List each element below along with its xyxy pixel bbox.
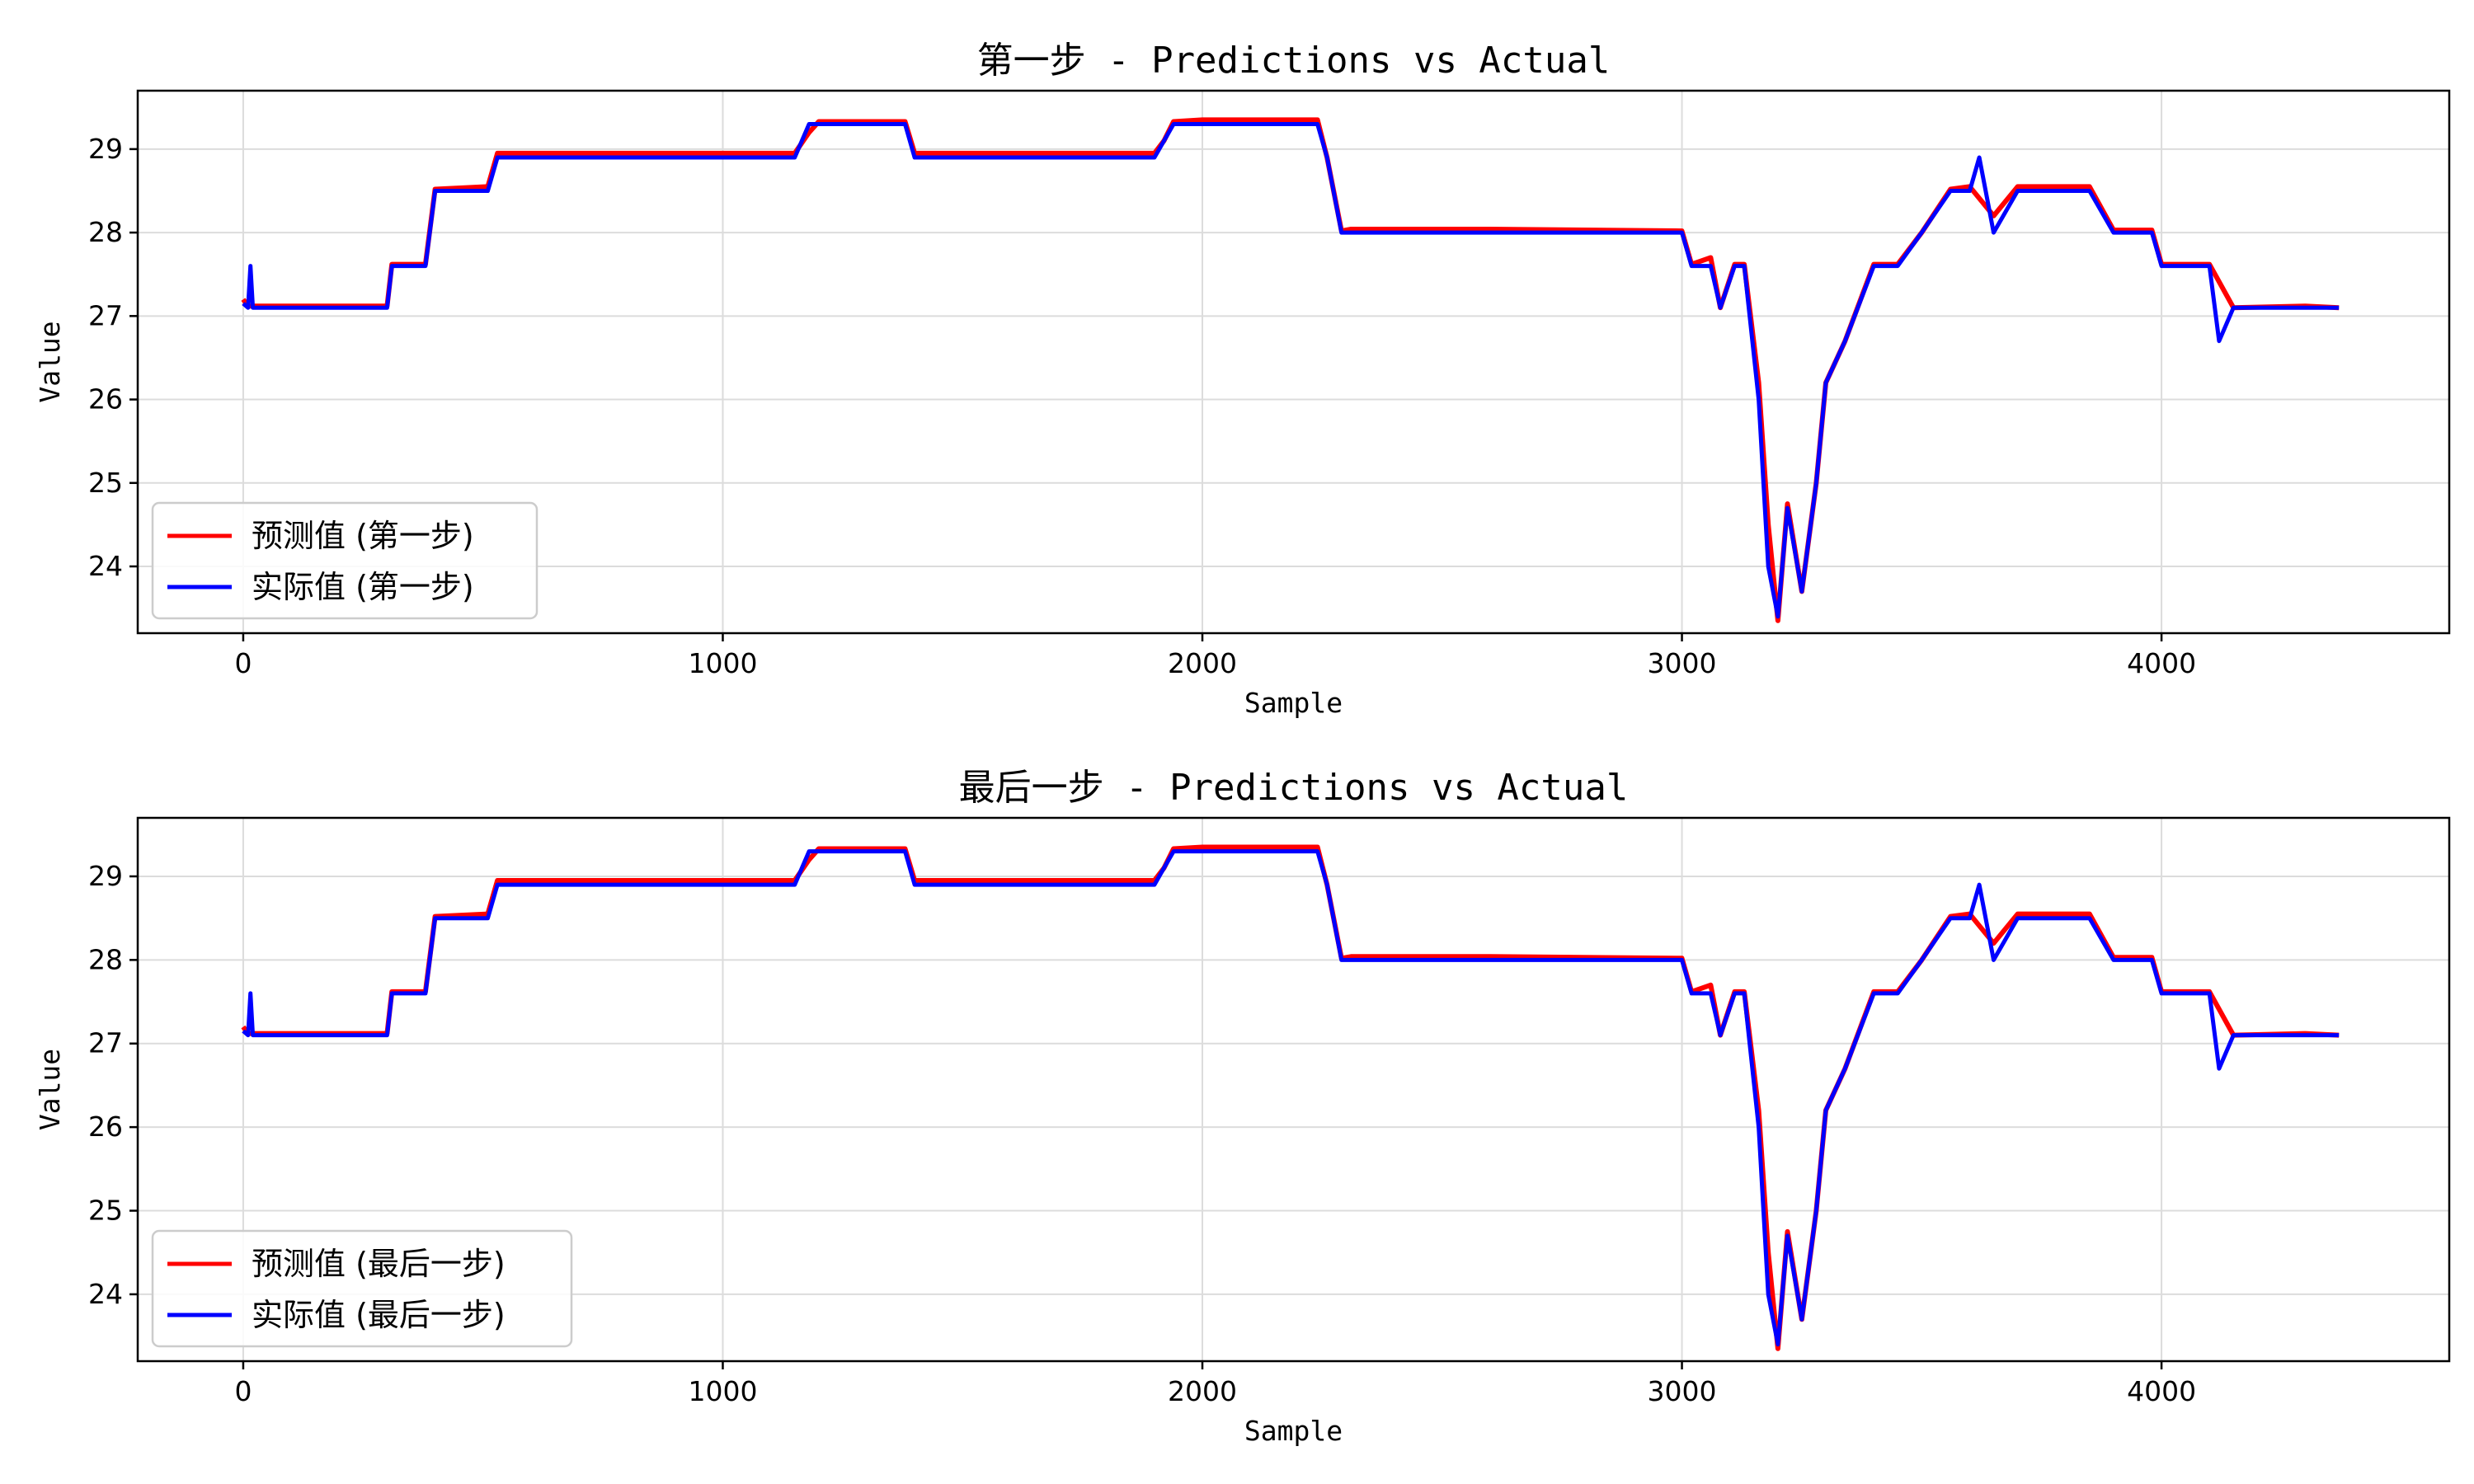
y-tick-label: 26: [88, 1111, 123, 1143]
plot-frame: [136, 816, 2451, 1363]
y-tick-label: 28: [88, 216, 123, 248]
x-tick-label: 4000: [2127, 647, 2196, 679]
y-tick-label: 24: [88, 550, 123, 582]
x-tick-label: 3000: [1648, 1375, 1717, 1407]
x-tick-label: 0: [234, 1375, 252, 1407]
legend-label: 实际值 (第一步): [252, 569, 474, 605]
y-tick-label: 27: [88, 299, 123, 331]
chart-title: 第一步 - Predictions vs Actual: [977, 40, 1611, 82]
legend: 预测值 (最后一步) 实际值 (最后一步): [151, 1229, 573, 1348]
series-line-predicted: [241, 117, 2340, 623]
x-tick-label: 2000: [1168, 647, 1237, 679]
legend-label: 实际值 (最后一步): [252, 1297, 506, 1333]
plot-frame: [136, 89, 2451, 635]
legend-box: [151, 1229, 573, 1348]
legend: 预测值 (第一步) 实际值 (第一步): [151, 501, 539, 620]
chart-title: 最后一步 - Predictions vs Actual: [959, 767, 1629, 809]
y-tick-label: 25: [88, 467, 123, 499]
series-line-predicted: [241, 844, 2340, 1351]
x-tick-label: 0: [234, 647, 252, 679]
y-tick-label: 28: [88, 943, 123, 975]
legend-label: 预测值 (第一步): [252, 518, 474, 554]
y-tick-label: 24: [88, 1278, 123, 1310]
y-tick-label: 29: [88, 133, 123, 165]
x-axis-label: Sample: [1244, 687, 1343, 719]
series-line-actual: [242, 849, 2340, 1347]
x-tick-label: 2000: [1168, 1375, 1237, 1407]
y-axis-label: Value: [34, 1049, 66, 1130]
series-line-actual: [242, 122, 2340, 619]
x-tick-label: 4000: [2127, 1375, 2196, 1407]
x-tick-label: 1000: [688, 1375, 757, 1407]
y-axis-label: Value: [34, 321, 66, 402]
y-tick-label: 27: [88, 1027, 123, 1059]
chart-panel-2: 最后一步 - Predictions vs Actual 0 1000 2000 300…: [34, 767, 2451, 1447]
x-tick-label: 3000: [1648, 647, 1717, 679]
x-tick-label: 1000: [688, 647, 757, 679]
legend-box: [151, 501, 539, 620]
y-tick-label: 26: [88, 383, 123, 416]
y-tick-label: 29: [88, 860, 123, 892]
x-axis-label: Sample: [1244, 1415, 1343, 1447]
chart-panel-1: 第一步 - Predictions vs Actual 0 1000 2000 3000…: [34, 40, 2451, 719]
legend-label: 预测值 (最后一步): [252, 1246, 506, 1282]
y-tick-label: 25: [88, 1195, 123, 1227]
